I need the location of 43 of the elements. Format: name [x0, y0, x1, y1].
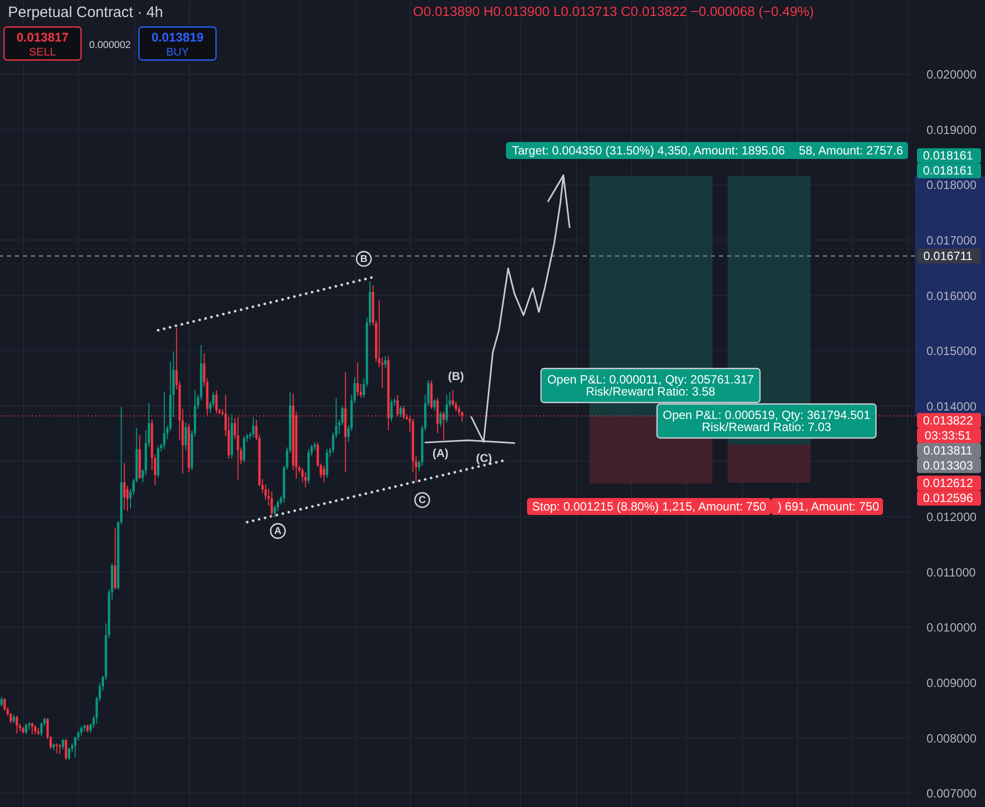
text: 0.012596	[922, 491, 974, 506]
annotation: SELL	[29, 46, 56, 58]
y-tick-label: 0.011000	[926, 565, 976, 580]
annotation: (C)	[476, 453, 492, 465]
y-tick-label: 0.016000	[926, 288, 977, 303]
annotation: 0.013819	[151, 30, 204, 44]
y-tick-label: 0.007000	[926, 786, 977, 801]
text: 0.013303	[922, 458, 974, 472]
annotation: ) 691, Amount: 750	[778, 500, 880, 514]
y-tick-label: 0.019000	[926, 122, 977, 137]
data-label: B	[360, 254, 368, 265]
annotation: 58, Amount: 2757.6	[798, 144, 904, 158]
text: 0.012612	[922, 476, 974, 490]
annotation: 0.013817	[16, 30, 69, 44]
y-tick-label: 0.010000	[926, 620, 977, 635]
annotation: Risk/Reward Ratio: 3.58	[586, 384, 716, 398]
y-tick-label: 0.009000	[926, 676, 977, 690]
ref-line-label: 0.013822	[922, 413, 974, 428]
text: 03:33:51	[924, 428, 972, 442]
annotation: Open P&L: 0.000011, Qty: 205761.317	[547, 372, 754, 386]
text: 0.018161	[922, 164, 974, 178]
y-tick-label: 0.015000	[926, 344, 977, 358]
annotation: (B)	[448, 371, 464, 383]
annotation: Target: 0.004350 (31.50%) 4,350, Amount: 1895.06	[512, 144, 786, 158]
annotation: Stop: 0.001215 (8.80%) 1,215, Amount: 750	[532, 500, 766, 514]
y-tick-label: 0.017000	[926, 234, 977, 248]
y-tick-label: 0.012000	[926, 510, 977, 524]
annotation: 0.000002	[89, 40, 132, 51]
y-tick-label: 0.020000	[926, 68, 977, 82]
annotation: O0.013890 H0.013900 L0.013713 C0.013822 −0.000068 (−0.49%)	[413, 4, 814, 19]
annotation: Risk/Reward Ratio: 7.03	[702, 420, 832, 434]
data-label: A	[274, 526, 282, 537]
annotation: Open P&L: 0.000519, Qty: 361794.501	[662, 408, 871, 422]
text: 0.013811	[923, 444, 973, 458]
data-label: C	[418, 495, 426, 506]
y-tick-label: 0.008000	[926, 731, 977, 746]
annotation: (A)	[432, 448, 449, 460]
y-tick-label: 0.018000	[926, 178, 977, 192]
y-tick-label: 0.014000	[926, 399, 977, 414]
chart-title: Perpetual Contract · 4h	[8, 4, 164, 21]
text: 0.018161	[922, 148, 974, 163]
annotation: BUY	[166, 46, 190, 58]
ref-line-label: 0.016711	[923, 249, 973, 264]
